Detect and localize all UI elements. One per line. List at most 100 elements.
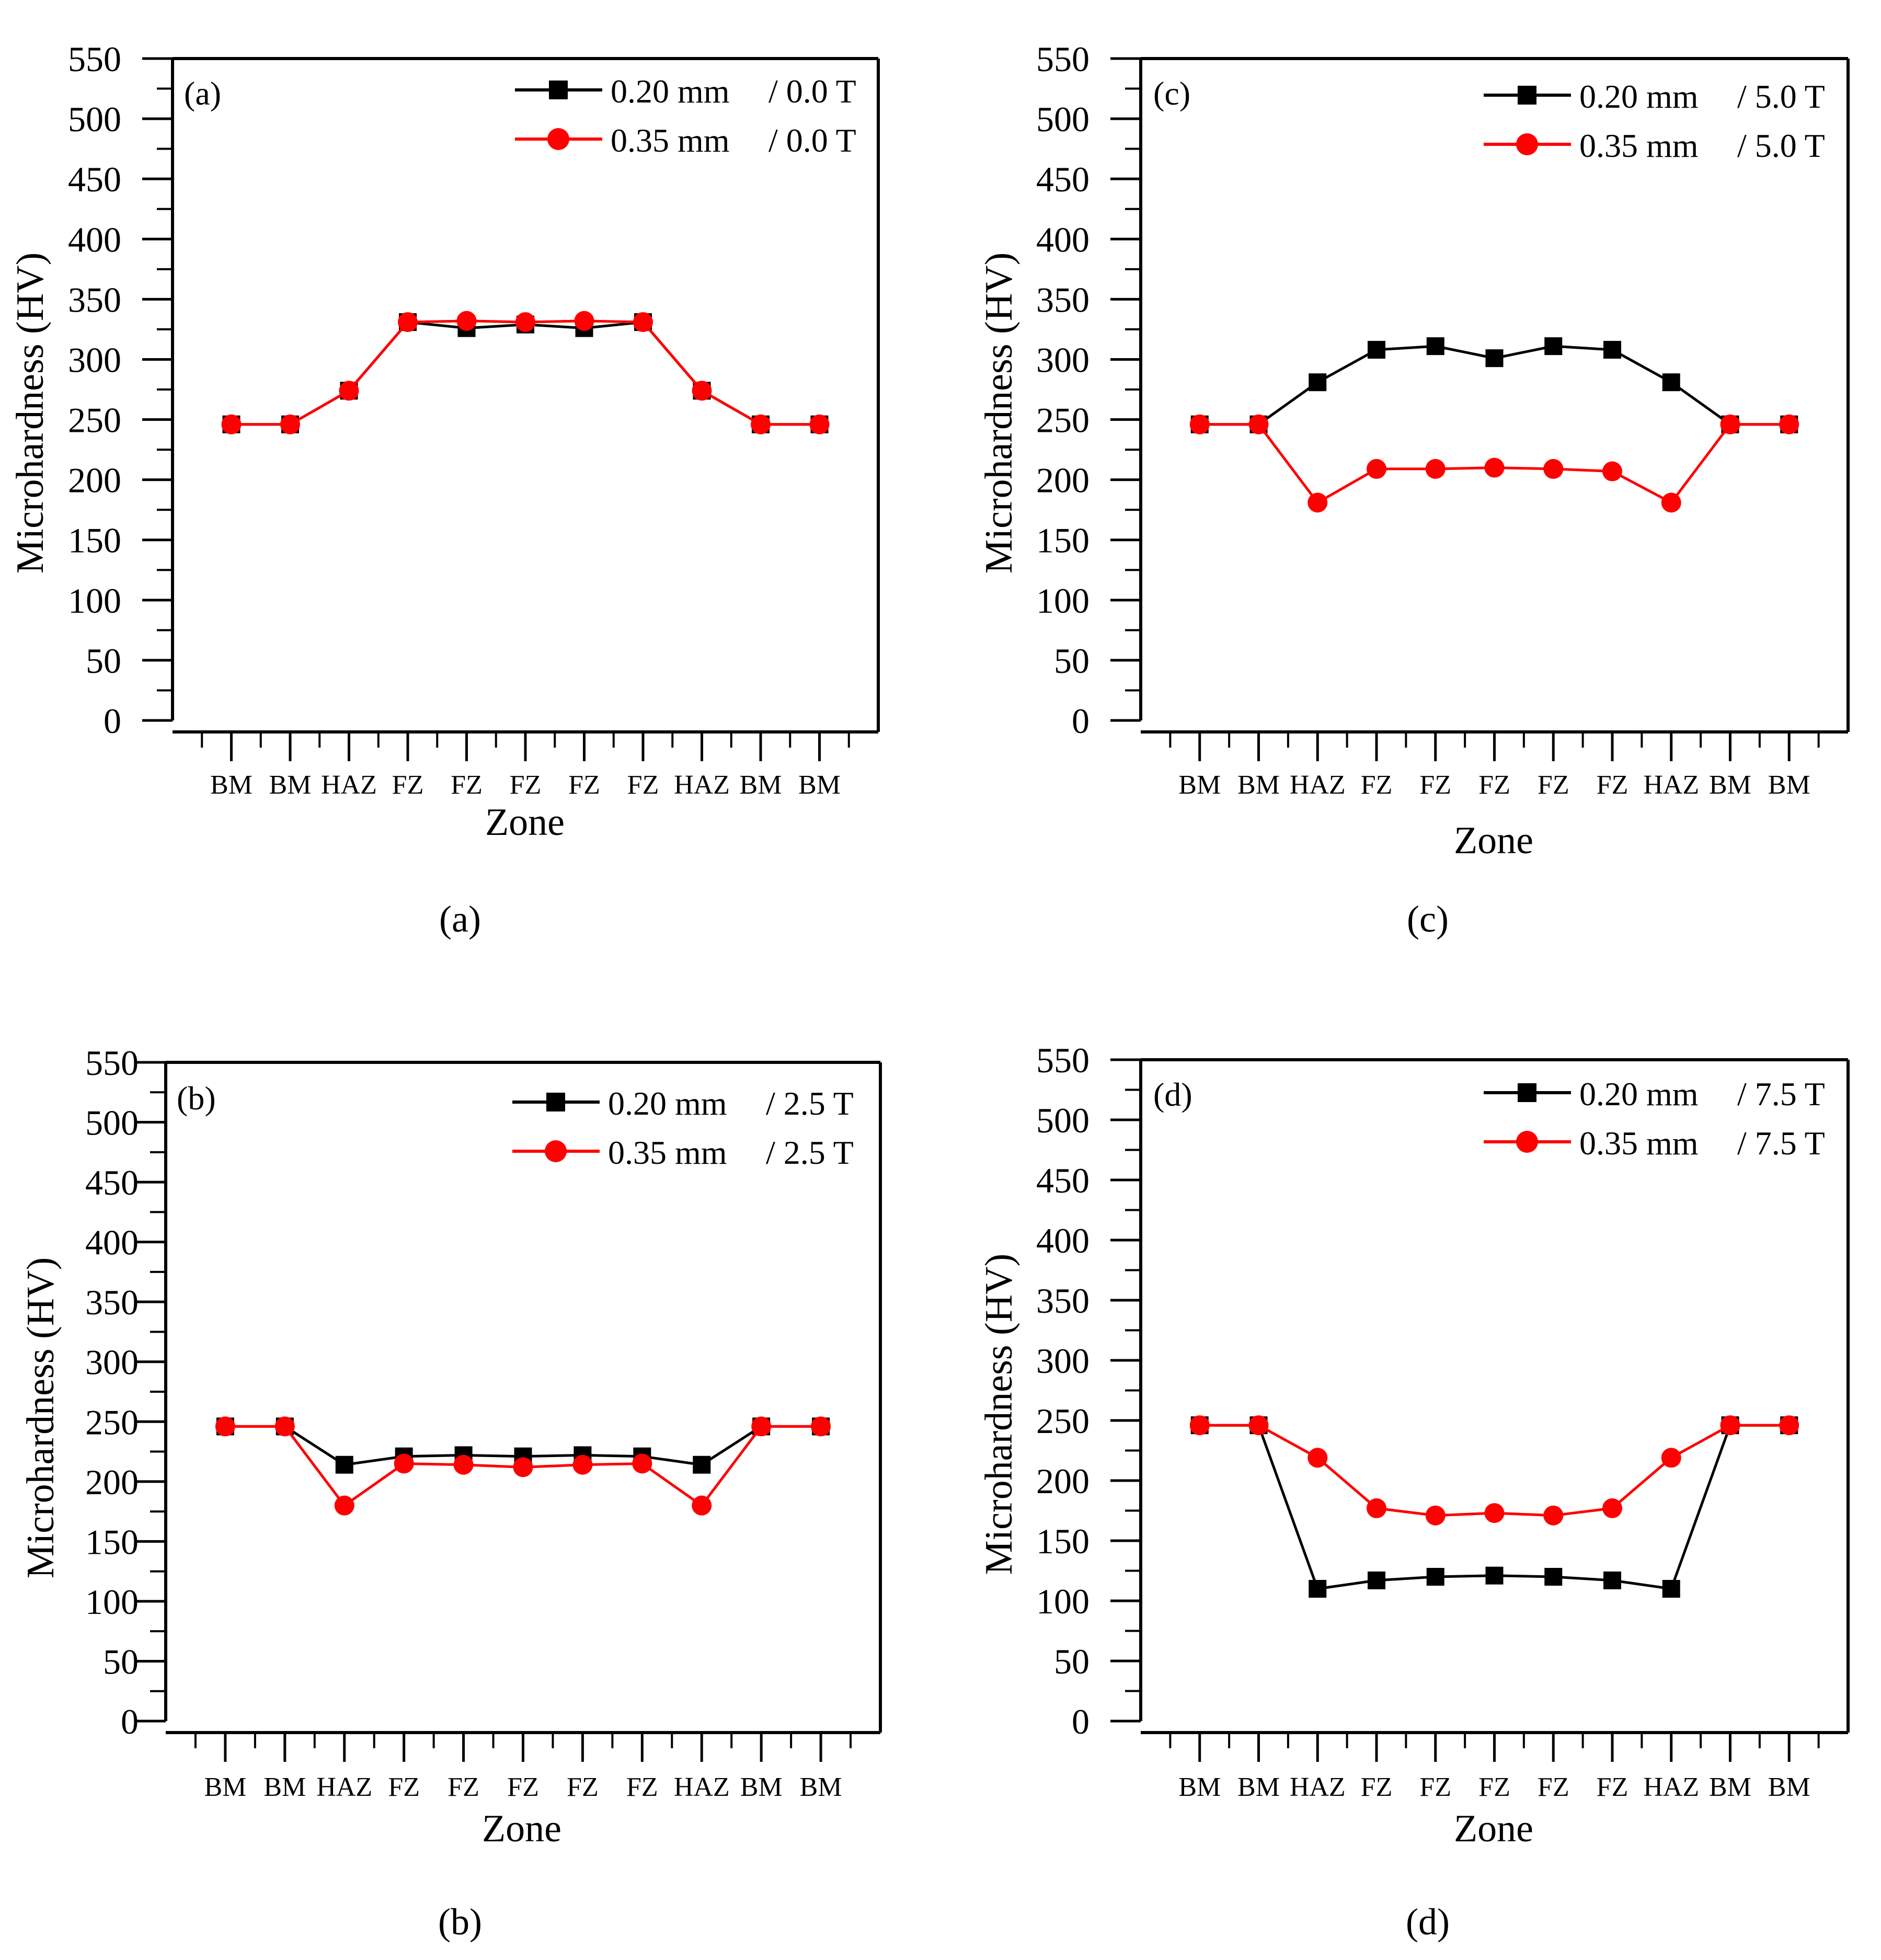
panel-b-series-0-point (693, 1455, 711, 1474)
panel-a-x-tick-label: FZ (568, 770, 600, 800)
panel-a-legend-marker-020 (549, 81, 568, 99)
panel-a-legend: 0.20 mm / 0.0 T 0.35 mm / 0.0 T (515, 73, 856, 159)
panel-b-tag: (b) (177, 1080, 216, 1117)
panel-c-series-1-point (1602, 461, 1622, 482)
panel-a-y-tick-label: 550 (68, 39, 121, 79)
panel-c-x-tick-label: BM (1178, 770, 1221, 800)
panel-b-y-tick-label: 200 (85, 1462, 139, 1502)
panel-a-series-1-point (633, 312, 653, 333)
panel-d-x-tick-label: BM (1237, 1772, 1280, 1802)
panel-c-x-tick-label: BM (1237, 770, 1280, 800)
panel-c-series-0-point (1368, 341, 1385, 359)
panel-a-series-1-point (809, 414, 830, 434)
panel-b-series-1-point (215, 1416, 235, 1437)
panel-b-plot: 0 50 100 150 200 250 300 350 400 450 500 550 BM BM HAZ… (85, 1043, 882, 1802)
panel-b-y-tick-label: 150 (85, 1522, 139, 1562)
panel-b-legend-field-035: / 2.5 T (766, 1134, 854, 1171)
panel-a-legend-size-020: 0.20 mm (611, 73, 730, 110)
panel-d-legend-marker-020 (1518, 1083, 1536, 1102)
panel-b-legend-size-035: 0.35 mm (608, 1134, 727, 1171)
panel-b-y-tick-label: 300 (85, 1343, 139, 1382)
panel-c-y-tick-label: 300 (1036, 340, 1089, 380)
panel-a-series-1-point (574, 311, 594, 331)
panel-c-legend-field-020: / 5.0 T (1737, 78, 1825, 115)
panel-a-y-tick-label: 450 (68, 159, 121, 199)
panel-d-y-tick-label: 350 (1036, 1281, 1089, 1321)
panel-a-y-tick-label: 250 (68, 400, 121, 440)
panel-c-y-tick-label: 500 (1036, 99, 1089, 139)
panel-d-y-tick-label: 400 (1036, 1221, 1089, 1260)
panel-b: 0 50 100 150 200 250 300 350 400 450 500 550 BM BM HAZ… (19, 1043, 882, 1943)
panel-a-plot: 0 50 100 150 200 250 300 350 400 450 500 550 BM BM HAZ… (68, 39, 880, 800)
panel-c-series-1-point (1661, 492, 1681, 513)
panel-c-y-tick-label: 250 (1036, 400, 1089, 440)
panel-c-x-tick-label: FZ (1597, 770, 1628, 800)
panel-c-legend: 0.20 mm / 5.0 T 0.35 mm / 5.0 T (1484, 78, 1825, 164)
panel-d-series-1-point (1602, 1498, 1622, 1518)
panel-b-y-axis-title: Microhardness (HV) (19, 1257, 62, 1578)
panel-c: 0 50 100 150 200 250 300 350 400 450 500 550 BM BM HAZ… (978, 39, 1850, 940)
panel-b-y-tick-label: 550 (85, 1043, 139, 1083)
panel-b-series-1-point (751, 1416, 772, 1437)
panel-c-series-1-point (1248, 414, 1269, 434)
panel-d-legend-field-020: / 7.5 T (1737, 1075, 1825, 1113)
panel-c-tag: (c) (1153, 75, 1190, 112)
panel-d-x-tick-label: FZ (1538, 1772, 1569, 1802)
panel-b-series-1-point (334, 1495, 354, 1516)
panel-d-x-tick-label: FZ (1419, 1772, 1451, 1802)
panel-c-series-1-point (1720, 414, 1740, 434)
panel-b-legend-marker-035 (545, 1140, 567, 1162)
panel-b-x-tick-label: FZ (448, 1772, 479, 1802)
panel-d-series-1-point (1248, 1415, 1269, 1436)
panel-c-y-tick-label: 200 (1036, 461, 1089, 500)
panel-d-legend-field-035: / 7.5 T (1737, 1125, 1825, 1162)
panel-a-series-1-point (456, 311, 477, 331)
panel-a-x-tick-label: FZ (510, 770, 542, 800)
panel-a-series-1-point (221, 414, 242, 434)
panel-a-y-tick-label: 50 (86, 641, 121, 681)
panel-d-series-1-point (1543, 1505, 1564, 1526)
panel-d-series-1-point (1307, 1448, 1328, 1468)
panel-d-caption: (d) (1406, 1901, 1450, 1943)
panel-d-y-tick-label: 300 (1036, 1341, 1089, 1381)
panel-b-y-tick-label: 0 (121, 1702, 139, 1741)
panel-b-y-tick-label: 100 (85, 1582, 139, 1622)
panel-d-series-0-point (1603, 1571, 1621, 1589)
panel-d-x-tick-label: BM (1178, 1772, 1221, 1802)
panel-c-legend-field-035: / 5.0 T (1737, 127, 1825, 164)
panel-d-series-0-point (1662, 1580, 1680, 1598)
panel-b-x-tick-label: BM (800, 1772, 842, 1802)
panel-c-y-tick-label: 450 (1036, 159, 1089, 199)
panel-d-legend-marker-035 (1516, 1131, 1538, 1153)
panel-c-x-tick-label: BM (1768, 770, 1810, 800)
panel-d: 0 50 100 150 200 250 300 350 400 450 500 550 BM BM HAZ… (978, 1040, 1850, 1943)
panel-a-series-1-point (398, 312, 418, 333)
panel-b-series-1-point (811, 1416, 831, 1437)
panel-d-y-tick-label: 550 (1036, 1040, 1089, 1080)
panel-c-series-0-point (1662, 373, 1680, 392)
panel-d-x-tick-label: HAZ (1290, 1772, 1346, 1802)
panel-b-x-tick-label: FZ (388, 1772, 420, 1802)
panel-a-y-axis-title: Microhardness (HV) (9, 253, 52, 574)
panel-a-y-tick-label: 200 (68, 461, 121, 500)
panel-c-x-tick-label: FZ (1538, 770, 1569, 800)
panel-a-x-tick-label: FZ (627, 770, 659, 800)
panel-a-tag: (a) (184, 75, 221, 112)
panel-c-caption: (c) (1407, 898, 1449, 940)
panel-b-series-1-point (394, 1453, 414, 1474)
panel-a-y-tick-label: 350 (68, 280, 121, 319)
panel-d-series-1-point (1367, 1498, 1386, 1518)
panel-a-legend-marker-035 (547, 128, 569, 150)
panel-c-y-tick-label: 550 (1036, 39, 1089, 79)
panel-d-legend-size-020: 0.20 mm (1579, 1075, 1699, 1113)
panel-d-x-tick-label: FZ (1361, 1772, 1393, 1802)
panel-c-x-tick-label: HAZ (1290, 770, 1346, 800)
panel-b-series-1-point (632, 1453, 652, 1474)
panel-c-series-1-point (1425, 459, 1446, 479)
panel-b-x-tick-label: BM (204, 1772, 246, 1802)
panel-a-y-tick-label: 0 (104, 701, 121, 741)
panel-c-series-1-point (1307, 492, 1328, 513)
panel-b-caption: (b) (438, 1901, 482, 1943)
